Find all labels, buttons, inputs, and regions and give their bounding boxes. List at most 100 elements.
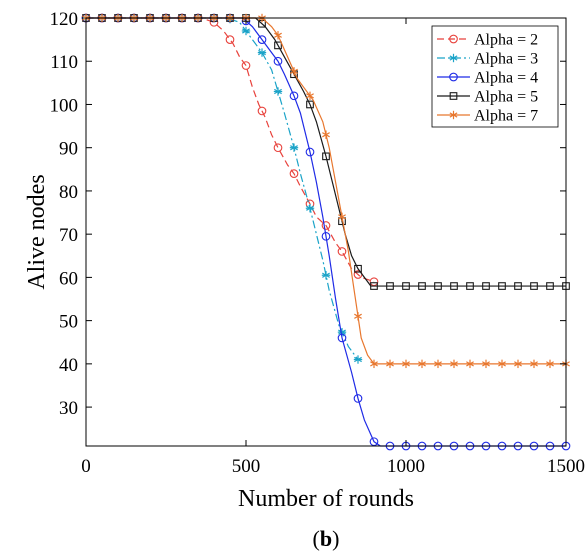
legend-label: Alpha = 2: [474, 32, 538, 49]
square-marker: [482, 282, 490, 290]
legend-label: Alpha = 4: [474, 70, 538, 87]
data-point: [402, 359, 410, 369]
star-stroke: [546, 361, 554, 367]
x-tick-label: 500: [232, 456, 261, 477]
legend-item: Alpha = 5: [437, 89, 538, 106]
data-point: [337, 247, 347, 256]
legend: Alpha = 2 Alpha = 3 Alpha = 4 Alpha = 5 Alph…: [431, 25, 559, 128]
circle-marker: [273, 56, 283, 66]
square-marker: [434, 282, 442, 290]
data-point: [354, 264, 362, 273]
circle-marker: [289, 91, 299, 101]
legend-marker: [449, 110, 458, 120]
data-point: [273, 143, 283, 153]
circle-marker: [257, 106, 267, 116]
data-point: [482, 359, 490, 369]
data-point: [386, 359, 394, 369]
circle-marker: [321, 221, 331, 230]
star-stroke: [466, 361, 474, 367]
data-point: [337, 333, 347, 343]
square-marker: [546, 282, 554, 290]
circle-marker: [305, 147, 315, 157]
legend-item: Alpha = 4: [437, 70, 538, 87]
square-marker: [274, 41, 282, 50]
y-tick-label: 110: [50, 52, 78, 73]
star-stroke: [290, 68, 298, 74]
square-marker: [530, 282, 538, 290]
square-marker: [514, 282, 522, 290]
data-point: [386, 282, 394, 290]
square-marker: [402, 282, 410, 290]
circle-marker: [225, 35, 235, 44]
data-point: [289, 169, 299, 178]
square-marker: [449, 92, 458, 100]
data-point: [546, 359, 554, 369]
legend-marker: [449, 53, 458, 63]
star-stroke: [530, 361, 538, 367]
data-point: [241, 61, 251, 70]
star-stroke: [434, 361, 442, 367]
data-point: [322, 130, 330, 139]
x-tick-label: 0: [81, 456, 91, 477]
square-marker: [450, 282, 458, 290]
circle-marker: [257, 35, 267, 44]
data-point: [370, 359, 378, 369]
data-point: [514, 282, 522, 290]
star-stroke: [418, 361, 426, 367]
data-point: [450, 359, 458, 369]
data-point: [274, 31, 282, 40]
panel-open-paren: (: [313, 526, 320, 551]
data-point: [353, 394, 363, 403]
star-stroke: [498, 361, 506, 367]
y-tick-label: 100: [50, 95, 79, 116]
legend-item: Alpha = 2: [437, 32, 538, 49]
circle-marker: [241, 61, 251, 70]
star-stroke: [450, 361, 458, 367]
data-point: [289, 91, 299, 101]
star-stroke: [354, 313, 362, 319]
series-line: [86, 17, 359, 360]
legend-label: Alpha = 7: [474, 108, 538, 125]
data-point: [498, 282, 506, 290]
square-marker: [322, 152, 330, 161]
legend-marker: [449, 92, 458, 100]
legend-marker: [449, 34, 458, 44]
star-stroke: [402, 361, 410, 367]
data-point: [466, 282, 474, 290]
data-point: [290, 67, 298, 76]
data-point: [257, 35, 267, 44]
data-point: [434, 359, 442, 369]
square-marker: [306, 100, 314, 109]
data-point: [306, 91, 314, 101]
square-marker: [466, 282, 474, 290]
x-axis-label: Number of rounds: [238, 486, 414, 512]
data-point: [289, 143, 299, 152]
circle-marker: [353, 394, 363, 403]
y-tick-label: 30: [59, 398, 78, 419]
star-stroke: [338, 214, 346, 220]
panel-label: (b): [313, 526, 340, 551]
star-stroke: [322, 132, 330, 138]
data-point: [418, 359, 426, 369]
star-stroke: [482, 361, 490, 367]
data-point: [321, 221, 331, 230]
legend-item: Alpha = 3: [437, 51, 538, 68]
data-point: [514, 359, 522, 369]
data-point: [530, 359, 538, 369]
y-tick-label: 80: [59, 182, 78, 203]
y-tick-label: 90: [59, 139, 78, 160]
data-point: [273, 56, 283, 66]
ticks-layer: 0 500 1000 1500 30 40 50 60 70 80 90 100 110 120: [50, 9, 586, 477]
data-point: [257, 106, 267, 116]
data-point: [305, 204, 315, 213]
series-1: [81, 13, 379, 287]
data-point: [450, 282, 458, 290]
square-marker: [370, 282, 378, 290]
star-stroke: [449, 112, 458, 118]
data-point: [530, 282, 538, 290]
circle-marker: [449, 34, 458, 44]
square-marker: [418, 282, 426, 290]
data-point: [354, 312, 362, 321]
data-point: [274, 41, 282, 50]
star-stroke: [370, 361, 378, 367]
